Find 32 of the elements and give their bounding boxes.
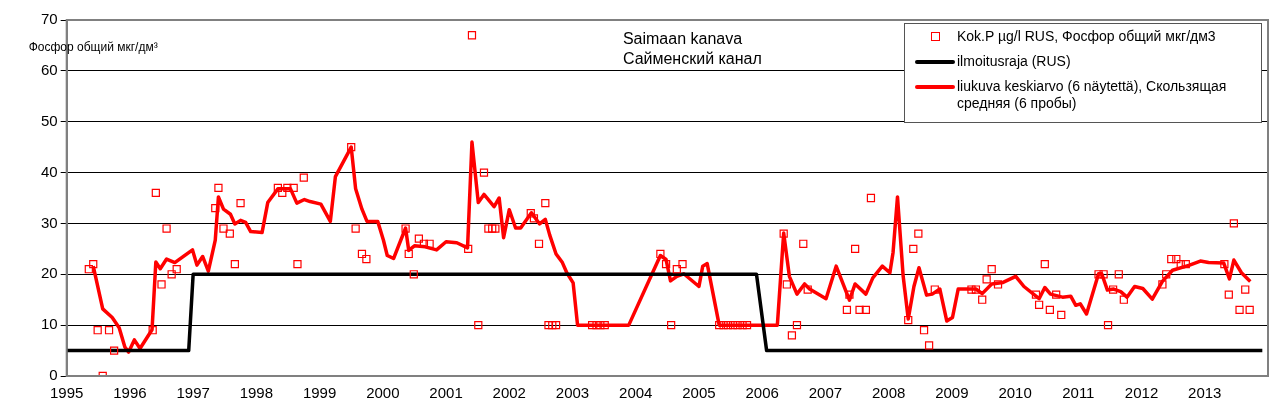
y-tick-label: 60 <box>41 61 58 78</box>
x-tick-label: 2003 <box>555 384 590 402</box>
y-tick-label: 0 <box>49 366 58 384</box>
x-tick-label: 2002 <box>492 384 526 402</box>
y-tick-label: 70 <box>41 10 58 28</box>
y-tick-label: 20 <box>41 264 58 282</box>
x-tick-label: 1998 <box>239 384 274 402</box>
x-tick-label: 2013 <box>1188 384 1222 402</box>
y-axis-title: Фосфор общий мкг/дм³ <box>28 40 158 55</box>
legend-label: liukuva keskiarvo (6 näytettä), Скользящая средняя (6 пробы) <box>957 78 1228 112</box>
y-tick-label: 40 <box>41 162 58 180</box>
x-tick-label: 1995 <box>50 384 84 402</box>
x-tick-label: 1999 <box>302 384 337 402</box>
x-tick-label: 2012 <box>1124 384 1159 402</box>
x-tick-label: 2000 <box>366 384 400 402</box>
legend-label: Kok.P µg/l RUS, Фосфор общий мкг/дм3 <box>957 28 1216 45</box>
x-tick-label: 2005 <box>682 384 716 402</box>
x-tick-label: 1996 <box>113 384 147 402</box>
x-tick-label: 1997 <box>176 384 210 402</box>
x-tick-label: 2006 <box>745 384 779 402</box>
text: Saimaan kanava Сайменский канал <box>622 30 762 68</box>
y-tick-label: 30 <box>41 213 58 231</box>
x-tick-label: 2010 <box>998 384 1032 402</box>
x-tick-label: 2004 <box>619 384 653 402</box>
legend-label: ilmoitusraja (RUS) <box>957 53 1071 70</box>
y-tick-label: 10 <box>41 315 58 333</box>
x-tick-label: 2001 <box>429 384 463 402</box>
x-tick-label: 2009 <box>935 384 969 402</box>
x-tick-label: 2011 <box>1062 384 1095 402</box>
y-tick-label: 50 <box>41 111 58 129</box>
x-tick-label: 2008 <box>871 384 906 402</box>
x-tick-label: 2007 <box>808 384 843 402</box>
